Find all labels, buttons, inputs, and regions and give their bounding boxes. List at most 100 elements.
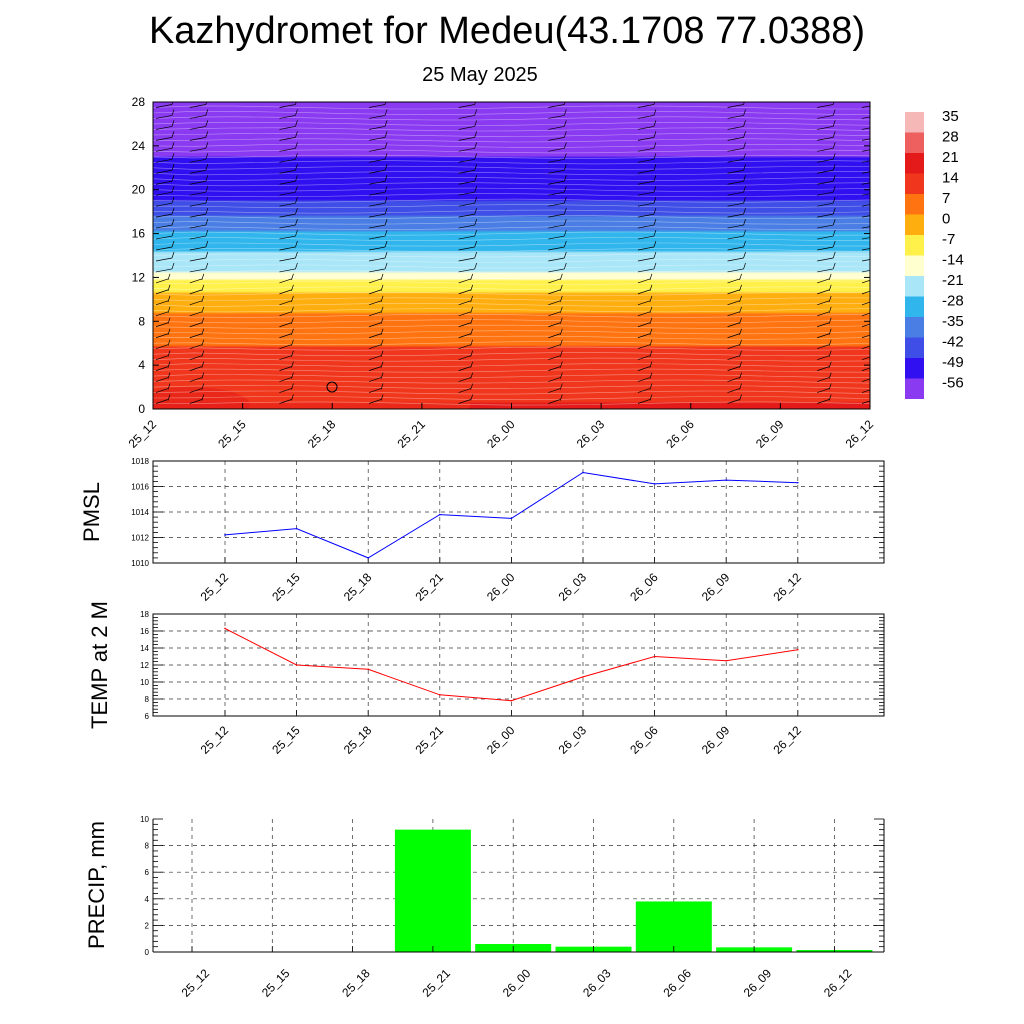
contour-line bbox=[153, 319, 870, 324]
wind-barb bbox=[548, 164, 567, 174]
wind-barb-flag bbox=[739, 350, 742, 357]
wind-barb-shaft bbox=[279, 158, 296, 163]
wind-barb-flag bbox=[559, 306, 563, 313]
wind-barb bbox=[637, 273, 653, 284]
wind-barb bbox=[368, 317, 384, 328]
wind-barb-flag bbox=[739, 339, 742, 346]
wind-barb-flag bbox=[832, 142, 836, 149]
wind-barb-shaft bbox=[817, 126, 834, 130]
wind-barb bbox=[817, 295, 832, 306]
wind-barb-flag bbox=[167, 317, 171, 324]
wind-barb-shaft bbox=[637, 289, 651, 295]
wind-barb-flag bbox=[474, 175, 478, 182]
wind-barb-flag bbox=[201, 284, 205, 291]
wind-barb-flag bbox=[739, 273, 742, 281]
wind-barb-shaft bbox=[861, 182, 870, 185]
wind-barb-shaft bbox=[548, 366, 561, 371]
wind-barb bbox=[279, 361, 294, 371]
wind-barb-flag bbox=[563, 102, 566, 105]
contour-line bbox=[153, 368, 870, 373]
temp-ylabel: TEMP at 2 M bbox=[87, 601, 112, 729]
wind-barb-flag bbox=[828, 361, 832, 368]
contour-line bbox=[153, 303, 870, 307]
wind-barb-flag bbox=[563, 153, 567, 160]
wind-barb-flag bbox=[649, 317, 653, 324]
wind-barb bbox=[189, 109, 209, 119]
data-point bbox=[582, 471, 584, 474]
wind-barb-shaft bbox=[155, 377, 169, 382]
wind-barb bbox=[637, 394, 653, 404]
wind-barb-shaft bbox=[637, 137, 655, 141]
xtick-label: 26_06 bbox=[627, 570, 661, 604]
wind-barb bbox=[861, 105, 870, 108]
xtick-label: 25_15 bbox=[269, 570, 303, 604]
wind-barb-shaft bbox=[727, 388, 740, 393]
wind-barb-shaft bbox=[548, 180, 565, 185]
wind-barb-flag bbox=[205, 109, 209, 116]
wind-barb-flag bbox=[205, 197, 209, 204]
wind-barb bbox=[817, 306, 832, 317]
wind-barb-shaft bbox=[458, 191, 475, 196]
wind-barb bbox=[189, 131, 209, 141]
wind-barb-flag bbox=[291, 372, 294, 379]
wind-barb-flag bbox=[739, 284, 742, 291]
wind-barb bbox=[279, 120, 298, 130]
wind-barb bbox=[637, 197, 657, 207]
wind-barb bbox=[368, 273, 384, 284]
wind-barb-flag bbox=[878, 164, 880, 170]
wind-barb-flag bbox=[167, 339, 171, 346]
wind-barb-shaft bbox=[189, 388, 202, 393]
wind-barb-shaft bbox=[458, 126, 475, 130]
wind-barb-shaft bbox=[155, 224, 173, 229]
wind-barb-shaft bbox=[368, 104, 386, 108]
wind-barb bbox=[637, 262, 657, 273]
wind-barb bbox=[279, 164, 298, 174]
contour-line bbox=[153, 396, 870, 400]
wind-barb bbox=[637, 339, 653, 350]
contour-line bbox=[153, 193, 870, 198]
wind-barb-shaft bbox=[817, 333, 830, 339]
wind-barb-flag bbox=[205, 131, 209, 138]
wind-barb-shaft bbox=[637, 355, 651, 360]
wind-barb-shaft bbox=[368, 224, 386, 229]
wind-barb-flag bbox=[201, 273, 205, 281]
wind-barb bbox=[155, 306, 171, 317]
wind-barb-shaft bbox=[189, 224, 206, 229]
wind-barb-flag bbox=[384, 109, 388, 116]
data-point bbox=[582, 676, 584, 678]
wind-barb-flag bbox=[739, 317, 742, 324]
wind-barb bbox=[727, 229, 746, 240]
wind-barb bbox=[548, 295, 563, 306]
wind-barb-shaft bbox=[637, 311, 651, 317]
wind-barb bbox=[861, 116, 870, 119]
wind-barb bbox=[637, 175, 657, 185]
contour-line bbox=[153, 111, 870, 115]
contour-line bbox=[153, 314, 870, 318]
ytick-label: 1018 bbox=[131, 457, 149, 466]
contour-line bbox=[153, 275, 870, 280]
wind-barb-flag bbox=[828, 306, 832, 313]
wind-barb-shaft bbox=[155, 278, 169, 284]
wind-barb-shaft bbox=[817, 235, 834, 240]
xtick-label: 26_12 bbox=[821, 966, 855, 1000]
contour-line bbox=[153, 390, 870, 395]
wind-barb bbox=[189, 361, 205, 371]
wind-barb-shaft bbox=[861, 356, 870, 360]
colorbar-label: -14 bbox=[942, 252, 964, 269]
wind-barb bbox=[458, 175, 478, 185]
wind-barb-shaft bbox=[548, 289, 561, 295]
wind-barb-shaft bbox=[548, 224, 565, 229]
wind-barb-shaft bbox=[368, 180, 386, 185]
wind-barb bbox=[548, 273, 563, 284]
wind-barb-flag bbox=[474, 164, 478, 171]
wind-barb-shaft bbox=[368, 235, 386, 240]
wind-barb-shaft bbox=[727, 180, 744, 185]
ytick-label: 16 bbox=[140, 627, 149, 636]
xtick-label: 26_00 bbox=[484, 570, 518, 604]
wind-barb-flag bbox=[874, 296, 876, 302]
wind-barb-flag bbox=[828, 273, 832, 281]
contour-line bbox=[153, 297, 870, 302]
contour-line bbox=[153, 346, 870, 351]
wind-barb bbox=[458, 394, 474, 404]
